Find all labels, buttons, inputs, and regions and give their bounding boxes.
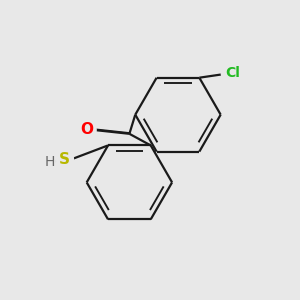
Text: S: S	[59, 152, 70, 167]
Circle shape	[45, 157, 55, 167]
Circle shape	[77, 121, 96, 140]
Text: H: H	[45, 155, 55, 169]
Circle shape	[56, 151, 74, 168]
Text: O: O	[80, 122, 93, 137]
Text: Cl: Cl	[225, 66, 240, 80]
Circle shape	[221, 62, 244, 84]
